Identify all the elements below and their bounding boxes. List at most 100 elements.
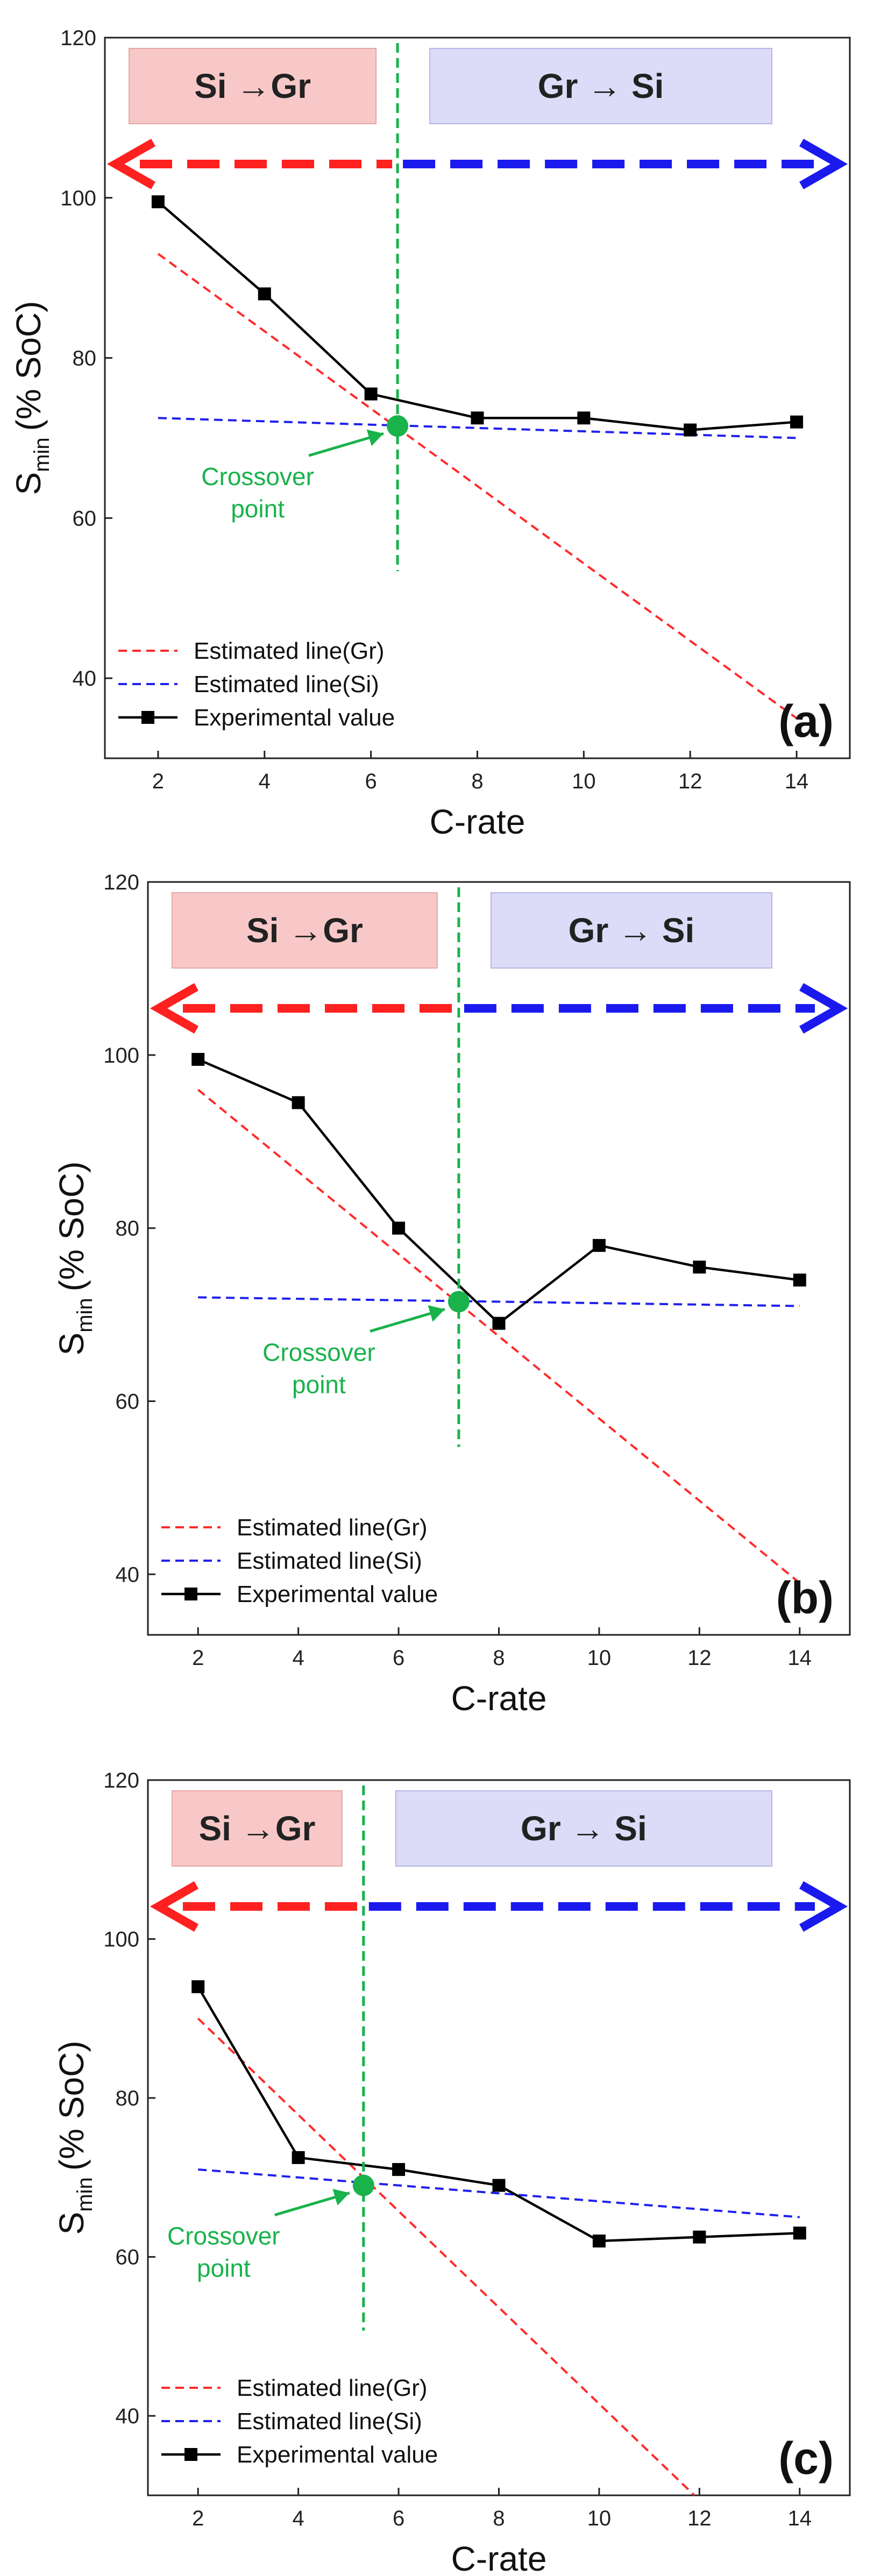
x-tick-label: 12 xyxy=(687,1646,712,1670)
x-tick-label: 14 xyxy=(788,2507,812,2530)
y-axis-title-main: S xyxy=(52,1333,91,1356)
region-box-si-to-gr xyxy=(172,892,438,969)
arrow-right-head xyxy=(799,1881,848,1932)
legend-marker xyxy=(184,2448,197,2461)
y-axis-title: Smin (% SoC) xyxy=(52,2041,97,2235)
y-tick-label: 40 xyxy=(116,1563,140,1586)
estimated-line-si xyxy=(198,1296,800,1307)
x-tick-label: 6 xyxy=(365,770,377,793)
region-label-si-to-gr: Si →Gr xyxy=(198,1809,315,1848)
crossover-label-line1: Crossover xyxy=(167,2222,280,2250)
panel-label: (c) xyxy=(778,2433,834,2484)
legend-label: Experimental value xyxy=(194,705,395,731)
crossover-pointer-head xyxy=(428,1305,445,1322)
estimated-line-gr xyxy=(197,1088,801,1584)
y-axis-title-main: S xyxy=(52,2212,91,2235)
experimental-marker xyxy=(392,1221,406,1235)
region-box-si-to-gr xyxy=(129,48,377,124)
estimated-line-gr xyxy=(197,2017,695,2495)
x-tick-label: 10 xyxy=(587,2507,612,2530)
arrow-left-head xyxy=(150,1881,198,1932)
experimental-marker xyxy=(191,1980,205,1994)
region-box-gr-to-si xyxy=(490,892,772,969)
crossover-label-line2: point xyxy=(292,1370,346,1398)
y-tick-label: 40 xyxy=(116,2404,140,2428)
y-axis-title: Smin (% SoC) xyxy=(9,301,54,495)
experimental-marker xyxy=(693,1261,706,1274)
crossover-marker xyxy=(352,2174,374,2196)
experimental-marker xyxy=(151,195,165,209)
arrow-left-head xyxy=(150,983,198,1034)
panel-label: (a) xyxy=(778,696,834,746)
y-axis-title-unit: (% SoC) xyxy=(52,2041,91,2171)
y-tick-label: 100 xyxy=(103,1044,139,1068)
crossover-marker xyxy=(387,415,409,437)
y-tick-label: 60 xyxy=(73,507,97,530)
y-axis-title-sub: min xyxy=(30,437,54,472)
legend-label: Estimated line(Si) xyxy=(194,671,379,698)
x-tick-label: 8 xyxy=(493,2507,505,2530)
legend-label: Estimated line(Gr) xyxy=(194,638,385,664)
y-tick-label: 120 xyxy=(103,1769,139,1792)
crossover-label-line2: point xyxy=(197,2254,251,2282)
experimental-marker xyxy=(364,387,378,401)
legend-label: Estimated line(Si) xyxy=(237,1548,422,1574)
x-tick-label: 8 xyxy=(471,770,483,793)
x-tick-label: 2 xyxy=(192,1646,204,1670)
x-tick-label: 4 xyxy=(259,770,271,793)
x-tick-label: 2 xyxy=(192,2507,204,2530)
region-box-gr-to-si xyxy=(395,1790,772,1867)
region-label-si-to-gr: Si →Gr xyxy=(246,911,363,950)
x-tick-label: 10 xyxy=(572,770,596,793)
experimental-marker xyxy=(492,2179,506,2192)
legend-label: Estimated line(Gr) xyxy=(237,2375,428,2401)
y-axis-title: Smin (% SoC) xyxy=(52,1162,97,1356)
crossover-marker xyxy=(447,1291,470,1313)
experimental-marker xyxy=(592,2235,606,2248)
x-tick-label: 2 xyxy=(152,770,164,793)
legend-label: Experimental value xyxy=(237,2442,438,2468)
x-tick-label: 6 xyxy=(393,1646,404,1670)
experimental-marker xyxy=(684,423,697,437)
region-label-si-to-gr: Si →Gr xyxy=(194,67,311,105)
legend-label: Estimated line(Si) xyxy=(237,2408,422,2435)
region-label-gr-to-si: Gr → Si xyxy=(521,1809,647,1848)
y-tick-label: 80 xyxy=(116,1217,140,1241)
y-tick-label: 120 xyxy=(103,871,139,894)
experimental-marker xyxy=(191,1052,205,1066)
region-label-gr-to-si: Gr → Si xyxy=(569,911,695,950)
crossover-label-line1: Crossover xyxy=(201,462,314,490)
experimental-line xyxy=(197,1986,800,2243)
plot-area xyxy=(191,1980,806,2495)
arrow-right-head xyxy=(799,983,848,1034)
y-tick-label: 60 xyxy=(116,1390,140,1414)
x-axis-title: C-rate xyxy=(430,802,525,841)
x-tick-label: 12 xyxy=(678,770,702,793)
experimental-marker xyxy=(258,287,271,301)
experimental-marker xyxy=(292,2151,305,2164)
x-tick-label: 10 xyxy=(587,1646,612,1670)
y-tick-label: 60 xyxy=(116,2246,140,2269)
y-tick-label: 120 xyxy=(60,26,96,50)
experimental-marker xyxy=(693,2230,706,2244)
plot-area xyxy=(151,195,804,720)
crossover-label-line1: Crossover xyxy=(262,1338,375,1366)
x-axis-title: C-rate xyxy=(451,2539,547,2576)
estimated-line-si xyxy=(198,2168,800,2218)
y-tick-label: 100 xyxy=(103,1928,139,1952)
plot-area xyxy=(191,1052,806,1584)
legend-marker xyxy=(184,1588,197,1600)
y-axis-title-main: S xyxy=(9,472,48,495)
experimental-marker xyxy=(292,1096,305,1109)
crossover-pointer-head xyxy=(366,429,384,446)
x-tick-label: 6 xyxy=(393,2507,404,2530)
y-axis-title-sub: min xyxy=(73,1298,97,1332)
experimental-line xyxy=(197,1058,800,1325)
region-label-gr-to-si: Gr → Si xyxy=(538,67,664,105)
region-box-si-to-gr xyxy=(172,1790,343,1867)
experimental-marker xyxy=(790,415,804,429)
